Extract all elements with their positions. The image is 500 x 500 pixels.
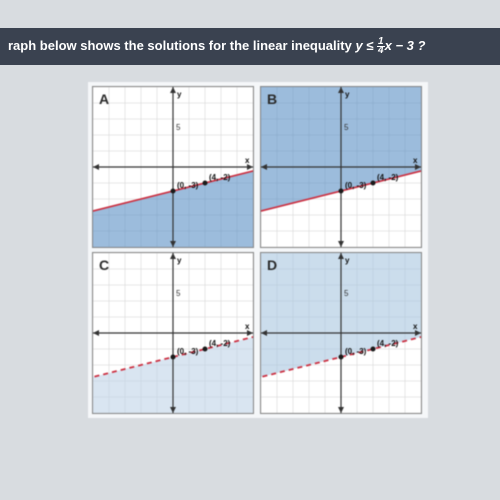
question-bar: raph below shows the solutions for the l… — [0, 28, 500, 65]
graph-c-svg: 5 (4, -2) (0, -3) y x — [93, 253, 253, 413]
svg-text:5: 5 — [344, 289, 349, 298]
svg-text:(0, -3): (0, -3) — [345, 181, 367, 190]
svg-text:x: x — [413, 322, 418, 331]
svg-text:5: 5 — [176, 123, 181, 132]
svg-text:x: x — [245, 322, 250, 331]
graph-d-svg: 5 (4, -2) (0, -3) y x — [261, 253, 421, 413]
graph-b-svg: 5 (4, -2) (0, -3) y x — [261, 87, 421, 247]
question-math: y ≤ 14x − 3 ? — [355, 38, 425, 53]
graph-c[interactable]: C 5 (4, -2) (0, -3) y x — [92, 252, 254, 414]
svg-text:(4, -2): (4, -2) — [377, 339, 399, 348]
graphs-container: A 5(4, -2)(0, -3)yx B 5(4, -2)(0, -3)yx … — [88, 82, 428, 418]
graph-c-label: C — [99, 257, 109, 273]
svg-text:5: 5 — [176, 289, 181, 298]
graph-a-label: A — [99, 91, 109, 107]
graph-d-label: D — [267, 257, 277, 273]
svg-text:(0, -3): (0, -3) — [345, 347, 367, 356]
graph-a[interactable]: A 5 (4, -2) (0, -3) y x — [92, 86, 254, 248]
svg-text:(4, -2): (4, -2) — [209, 173, 231, 182]
svg-text:(4, -2): (4, -2) — [377, 173, 399, 182]
question-text: raph below shows the solutions for the l… — [8, 38, 355, 53]
graph-b[interactable]: B 5 (4, -2) (0, -3) y x — [260, 86, 422, 248]
svg-text:(0, -3): (0, -3) — [177, 347, 199, 356]
graph-b-label: B — [267, 91, 277, 107]
svg-text:y: y — [345, 256, 350, 265]
svg-text:y: y — [177, 90, 182, 99]
graph-d[interactable]: D 5 (4, -2) (0, -3) y x — [260, 252, 422, 414]
svg-text:x: x — [413, 156, 418, 165]
svg-text:(0, -3): (0, -3) — [177, 181, 199, 190]
graph-a-svg: 5 (4, -2) (0, -3) y x — [93, 87, 253, 247]
svg-text:5: 5 — [344, 123, 349, 132]
svg-text:x: x — [245, 156, 250, 165]
svg-text:(4, -2): (4, -2) — [209, 339, 231, 348]
svg-text:y: y — [177, 256, 182, 265]
svg-text:y: y — [345, 90, 350, 99]
